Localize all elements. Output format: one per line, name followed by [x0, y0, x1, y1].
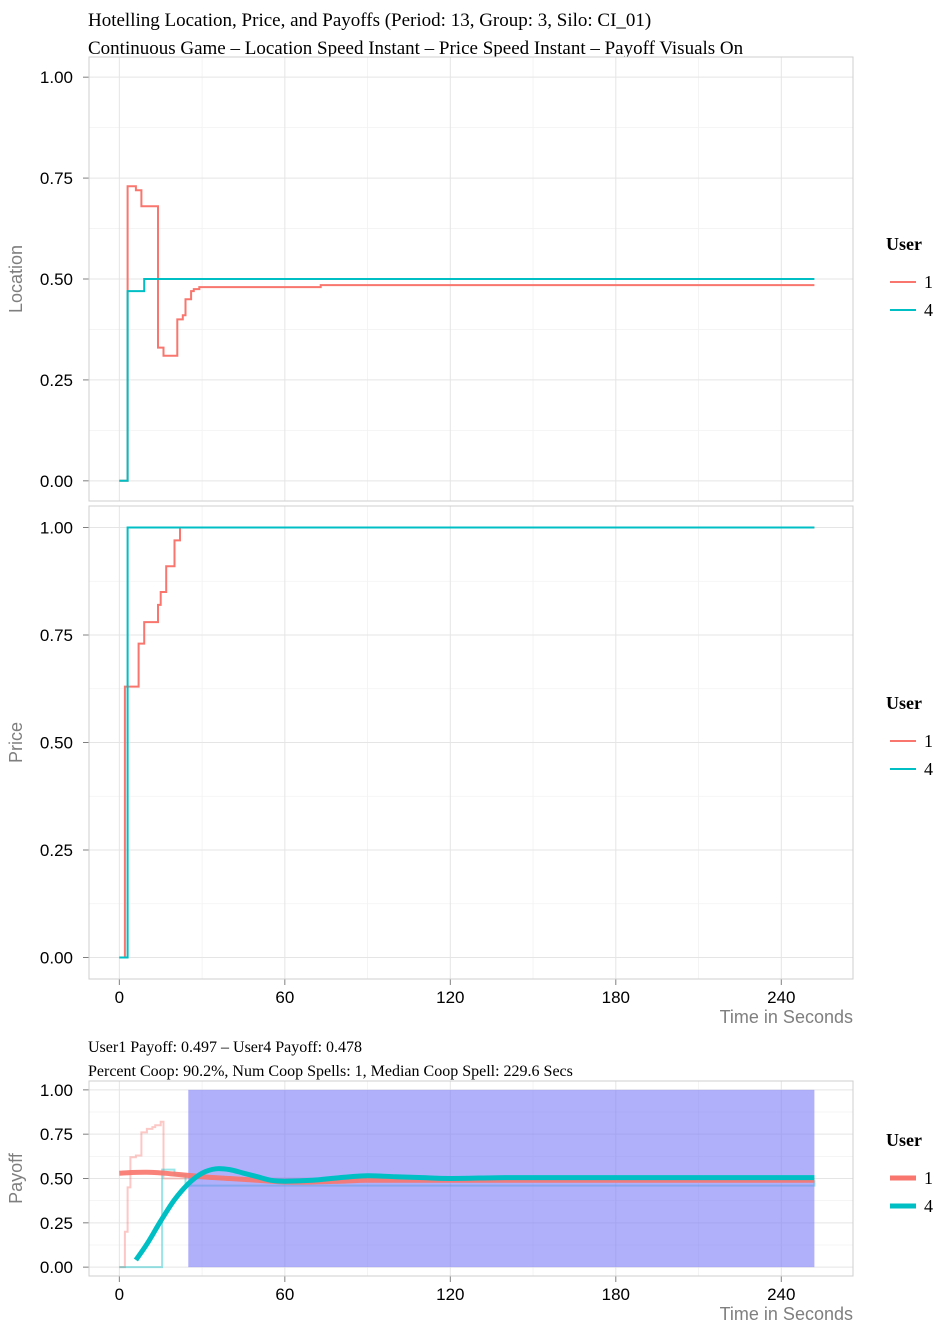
y-tick-label: 1.00: [40, 1081, 73, 1100]
payoff-smooth-user4: [133, 1166, 815, 1262]
price-series-user4: [119, 526, 815, 959]
y-tick-label: 0.75: [40, 626, 73, 645]
location-panel: 0.00 0.25 0.50 0.75 1.00 Location: [6, 56, 854, 502]
chart-title-line1: Hotelling Location, Price, and Payoffs (…: [88, 10, 651, 31]
legend-title: User: [886, 1130, 922, 1150]
chart-title-line2: Continuous Game – Location Speed Instant…: [88, 38, 744, 59]
y-tick-label: 0.50: [40, 734, 73, 753]
y-tick-label: 1.00: [40, 519, 73, 538]
payoff-raw-user1: [119, 1120, 815, 1269]
y-axis-title: Location: [6, 245, 26, 313]
x-tick-label: 0: [115, 988, 124, 1007]
x-tick-label: 120: [436, 1285, 464, 1304]
location-series-user4: [119, 278, 815, 482]
x-tick-label: 120: [436, 988, 464, 1007]
legend-label: 4: [924, 1196, 933, 1216]
x-tick-label: 180: [602, 988, 630, 1007]
legend-location: User1 4: [886, 234, 933, 320]
x-axis-title: Time in Seconds: [720, 1007, 853, 1027]
payoff-smooth-user1: [119, 1169, 815, 1185]
y-tick-label: 0.25: [40, 841, 73, 860]
x-tick-label: 60: [275, 988, 294, 1007]
panel-border: [88, 1080, 854, 1277]
y-tick-label: 0.25: [40, 1214, 73, 1233]
location-series-user1: [119, 185, 815, 482]
payoff-summary-line1: User1 Payoff: 0.497 – User4 Payoff: 0.47…: [88, 1039, 362, 1056]
legend-label: 4: [924, 759, 933, 779]
y-tick-label: 0.75: [40, 169, 73, 188]
y-tick-label: 0.50: [40, 270, 73, 289]
y-tick-label: 0.25: [40, 371, 73, 390]
price-panel: 0.00 0.25 0.50 0.75 1.00 Price 0 60 120 180 240Tim…: [6, 505, 854, 1027]
legend-title: User: [886, 234, 922, 254]
y-tick-label: 0.75: [40, 1125, 73, 1144]
payoff-summary-line2: Percent Coop: 90.2%, Num Coop Spells: 1,…: [88, 1063, 573, 1080]
y-tick-label: 1.00: [40, 68, 73, 87]
y-tick-label: 0.00: [40, 1258, 73, 1277]
payoff-panel: 0.00 0.25 0.50 0.75 1.00 Payoff 0 60 120 180 240Ti…: [6, 1080, 854, 1324]
legend-title: User: [886, 693, 922, 713]
legend-label: 4: [924, 300, 933, 320]
x-axis-title: Time in Seconds: [720, 1304, 853, 1324]
panel-border: [88, 505, 854, 980]
panel-border: [88, 56, 854, 502]
y-tick-label: 0.00: [40, 472, 73, 491]
x-tick-label: 0: [115, 1285, 124, 1304]
legend-label: 1: [924, 731, 933, 751]
y-tick-label: 0.00: [40, 949, 73, 968]
price-series-user1: [119, 526, 815, 959]
x-tick-label: 180: [602, 1285, 630, 1304]
y-axis-title: Payoff: [6, 1152, 26, 1204]
legend-price: User1 4: [886, 693, 933, 779]
legend-payoff: User1 4: [886, 1130, 933, 1216]
legend-label: 1: [924, 1168, 933, 1188]
x-tick-label: 240: [767, 1285, 795, 1304]
y-axis-title: Price: [6, 722, 26, 763]
legend-label: 1: [924, 272, 933, 292]
x-tick-label: 240: [767, 988, 795, 1007]
x-tick-label: 60: [275, 1285, 294, 1304]
y-tick-label: 0.50: [40, 1170, 73, 1189]
